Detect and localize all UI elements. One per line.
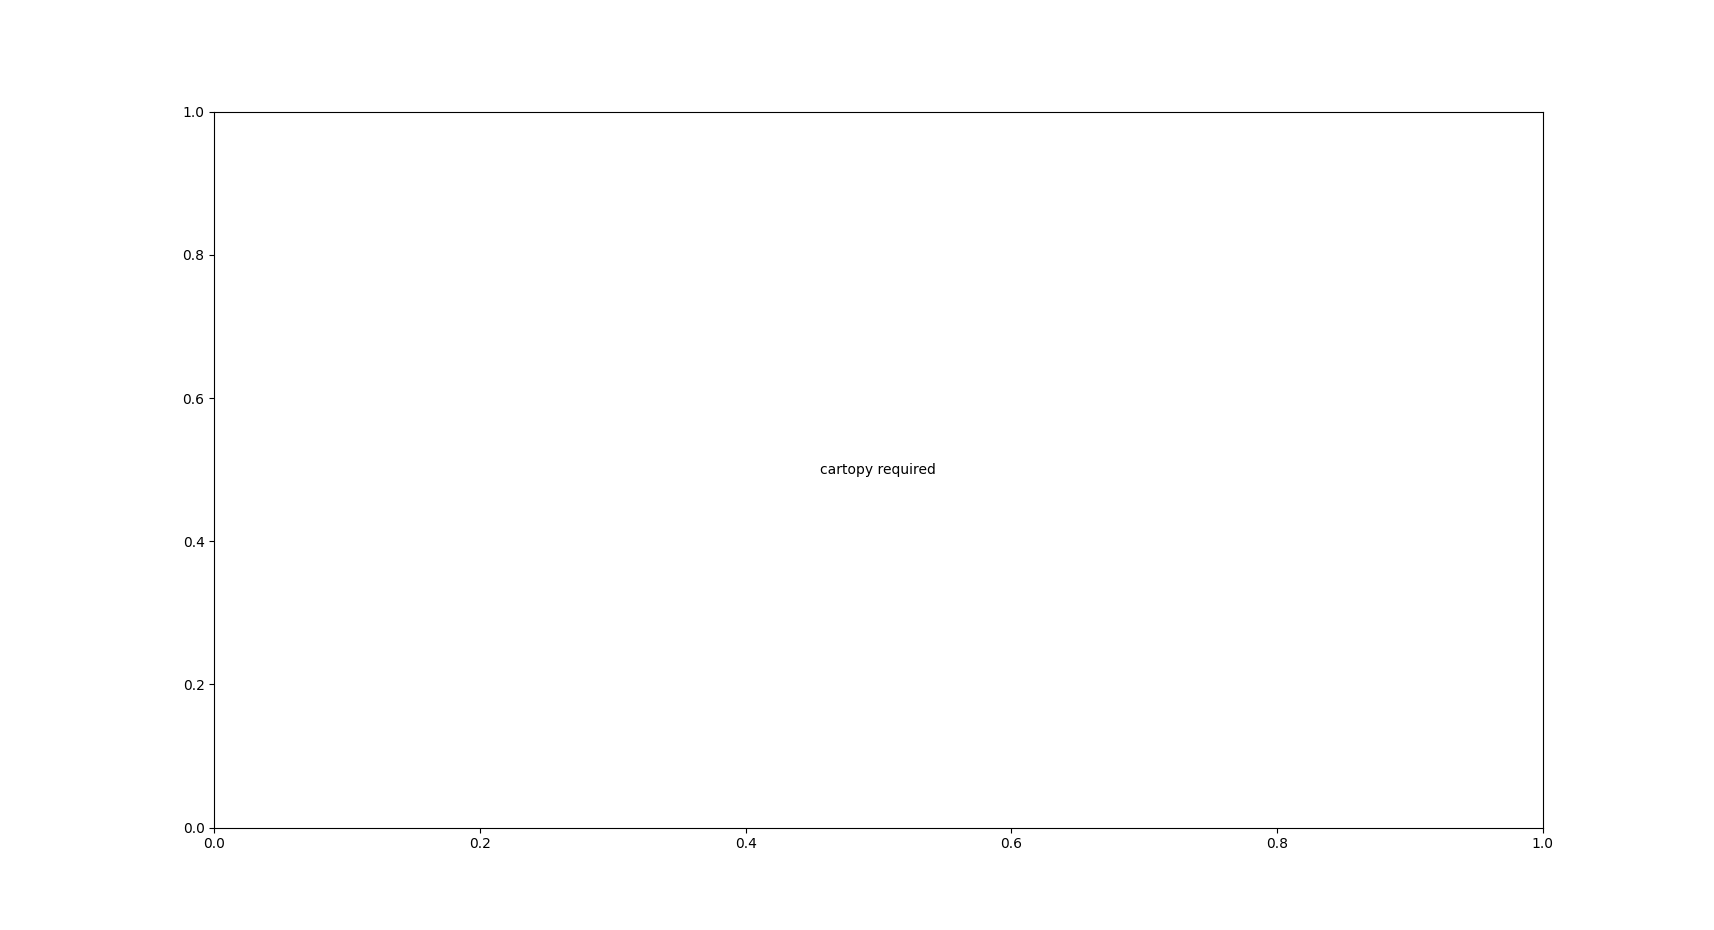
Text: cartopy required: cartopy required [821, 462, 936, 477]
